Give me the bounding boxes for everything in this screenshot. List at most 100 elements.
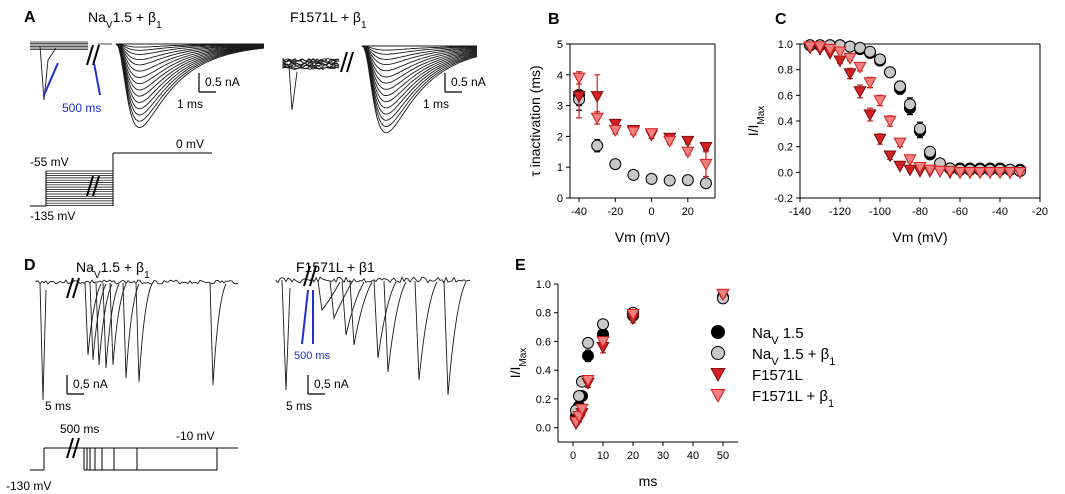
x-tick-label: 0 [570,450,576,462]
data-point [1003,167,1017,180]
data-point [833,46,847,59]
text-part: 1.5 + β [101,259,144,275]
text-part: V [106,20,113,31]
y-tick-label: 0.8 [536,308,551,320]
data-point [884,66,896,79]
baseline-trace [282,66,340,70]
current-trace [414,280,438,381]
data-point [627,168,640,181]
data-point [609,158,622,171]
scale-time-label: 5 ms [45,399,71,413]
current-trace [115,43,265,78]
text-part: 1 [828,398,834,410]
protocol-label: -10 mV [176,429,215,443]
data-point [699,141,713,154]
data-point [893,137,907,150]
break-mark [346,51,354,73]
data-point [681,135,695,148]
current-trace [115,43,265,72]
y-tick-label: 0.2 [536,394,551,406]
current-trace [361,45,477,51]
protocol-label: -130 mV [6,479,51,493]
legend-marker [711,325,725,339]
current-trace [209,282,227,386]
x-tick-label: 40 [687,450,699,462]
current-trace [361,45,478,72]
y-axis-label: τ inactivation (ms) [527,65,543,176]
legend-marker [710,388,726,403]
baseline-trace [282,66,340,70]
current-trace [115,43,265,66]
current-trace [361,45,478,103]
data-point [853,86,867,99]
data-point [904,98,916,111]
current-trace [361,45,478,109]
data-point [953,167,967,180]
data-point [854,41,866,54]
y-axis-label: I/IMax [507,348,529,379]
series [569,288,730,429]
scale-current-label: 0,5 nA [314,377,349,391]
data-point [813,41,827,54]
x-tick-label: -20 [1032,206,1048,218]
current-trace [361,45,478,134]
data-point [893,160,907,173]
current-trace [361,45,478,84]
current-trace [109,282,127,366]
data-point [581,375,595,388]
x-tick-label: -140 [789,206,811,218]
x-tick-label: 20 [682,206,694,218]
scale-current-label: 0.5 nA [205,75,240,89]
current-trace [373,280,397,359]
panel-letter: E [515,257,526,274]
data-point [681,174,694,187]
data-point [699,177,712,190]
data-point [914,122,926,135]
gap-marker-blue [43,62,59,96]
text-part: 1.5 [779,325,804,342]
scale-time-label: 1 ms [177,97,203,111]
current-trace [89,282,107,361]
data-point [843,52,857,65]
data-point [591,139,604,152]
gap-marker-blue [93,62,101,96]
data-point [874,53,886,66]
current-trace [349,280,373,346]
data-point [894,80,906,93]
current-trace [115,43,265,116]
current-trace [115,43,265,103]
text-part: Na [752,346,772,363]
data-point [590,91,604,104]
data-point [645,172,658,185]
current-trace [443,280,467,396]
break-mark [72,437,80,459]
protocol-label: -135 mV [30,209,75,223]
x-tick-label: 10 [597,450,609,462]
scale-current-label: 0,5 nA [73,377,108,391]
x-tick-label: -100 [869,206,891,218]
current-trace [135,282,153,383]
series [803,41,1027,180]
data-point [823,43,837,56]
protocol-label: 500 ms [60,422,99,436]
y-tick-label: 3 [557,101,563,113]
panel-letter: C [775,11,787,28]
legend-marker [711,346,725,360]
y-tick-label: -0.2 [774,193,793,205]
data-point [863,109,877,122]
scale-current-label: 0.5 nA [451,75,486,89]
x-tick-label: -20 [607,206,623,218]
data-point [575,403,589,416]
data-point [983,167,997,180]
baseline-trace [35,279,239,285]
text-part: Na [76,259,94,275]
y-tick-label: 4 [557,70,563,82]
data-point [608,125,622,138]
text-part: V [94,270,101,281]
x-axis-label: ms [639,473,658,489]
data-point [803,41,817,54]
legend-label: F1571L [752,367,803,384]
prepulse-transient [39,45,57,101]
